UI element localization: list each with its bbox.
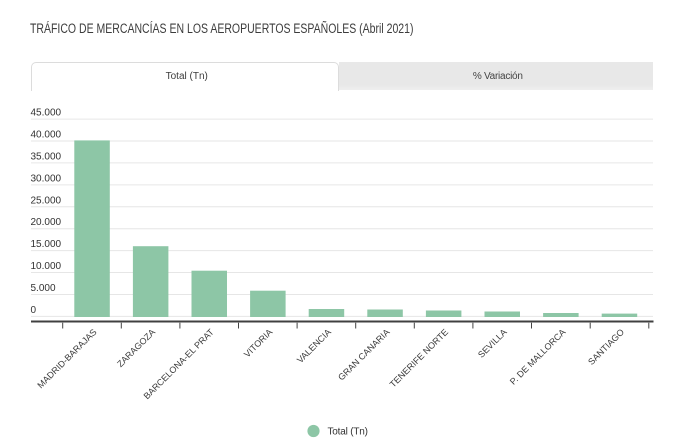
svg-text:P. DE MALLORCA: P. DE MALLORCA xyxy=(508,327,568,387)
svg-text:5.000: 5.000 xyxy=(31,283,56,294)
svg-text:20.000: 20.000 xyxy=(31,217,62,228)
svg-text:0: 0 xyxy=(31,305,37,316)
svg-text:30.000: 30.000 xyxy=(31,173,62,184)
svg-text:ZARAGOZA: ZARAGOZA xyxy=(115,327,157,369)
svg-text:Total (Tn): Total (Tn) xyxy=(328,427,368,438)
svg-text:SANTIAGO: SANTIAGO xyxy=(586,327,626,367)
svg-text:15.000: 15.000 xyxy=(31,239,62,250)
svg-text:VALENCIA: VALENCIA xyxy=(295,327,333,365)
svg-text:45.000: 45.000 xyxy=(31,108,62,119)
svg-text:40.000: 40.000 xyxy=(31,130,62,141)
svg-text:10.000: 10.000 xyxy=(31,261,62,272)
svg-text:VITORIA: VITORIA xyxy=(242,327,274,359)
svg-text:TENERIFE NORTE: TENERIFE NORTE xyxy=(388,327,450,389)
svg-text:35.000: 35.000 xyxy=(31,151,62,162)
svg-text:GRAN CANARIA: GRAN CANARIA xyxy=(336,327,392,383)
svg-text:MADRID-BARAJAS: MADRID-BARAJAS xyxy=(35,327,98,390)
svg-text:SEVILLA: SEVILLA xyxy=(476,327,509,360)
svg-text:25.000: 25.000 xyxy=(31,195,62,206)
